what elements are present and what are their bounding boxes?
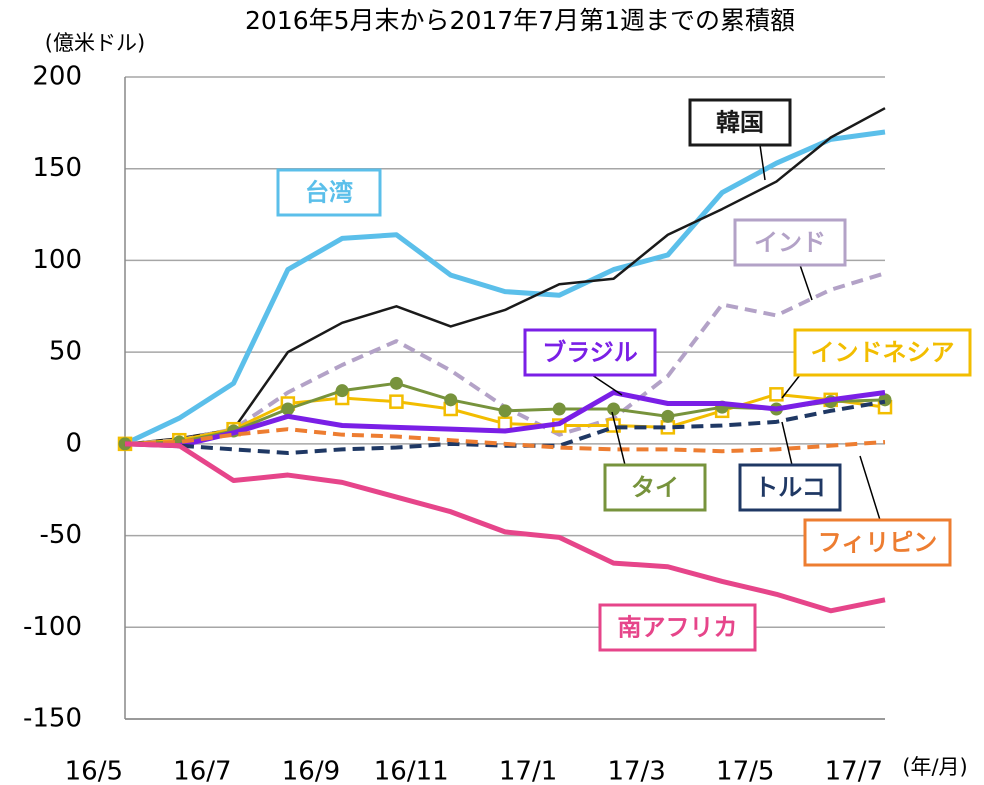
x-tick-label: 17/1 bbox=[499, 757, 557, 785]
chart-title: 2016年5月末から2017年7月第1週までの累積額 bbox=[245, 6, 795, 35]
series-line bbox=[124, 107, 886, 446]
y-tick-label: -100 bbox=[23, 612, 82, 642]
point-marker bbox=[497, 416, 513, 431]
x-axis-label: (年/月) bbox=[902, 755, 967, 779]
y-tick-label: 150 bbox=[32, 153, 82, 183]
legend-box bbox=[688, 98, 792, 147]
legend-box bbox=[603, 463, 707, 512]
point-marker bbox=[552, 402, 566, 416]
point-marker bbox=[444, 393, 458, 407]
legend-label: 韓国 bbox=[716, 109, 764, 137]
point-marker bbox=[335, 384, 349, 398]
x-tick-label: 16/5 bbox=[65, 757, 123, 785]
x-tick-label: 17/3 bbox=[607, 757, 665, 785]
leader-line bbox=[611, 411, 626, 466]
legend-label: 台湾 bbox=[305, 179, 353, 207]
legend-label: インド bbox=[754, 229, 826, 257]
legend-box bbox=[276, 168, 382, 217]
y-tick-label: 50 bbox=[49, 337, 82, 367]
series-line bbox=[124, 427, 886, 454]
leader-line bbox=[799, 264, 813, 301]
leader-line bbox=[781, 421, 793, 466]
leader-line bbox=[781, 374, 801, 399]
x-tick-label: 17/7 bbox=[825, 757, 883, 785]
y-tick-label: 100 bbox=[32, 245, 82, 275]
y-axis-label: (億米ドル) bbox=[45, 31, 145, 55]
point-marker bbox=[661, 409, 675, 423]
y-tick-label: -50 bbox=[40, 520, 82, 550]
legend-label: フィリピン bbox=[818, 529, 938, 557]
point-marker bbox=[389, 394, 404, 409]
legend-box bbox=[803, 518, 952, 567]
point-marker bbox=[769, 387, 784, 402]
legend-label: ブラジル bbox=[542, 339, 638, 367]
y-tick-label: -150 bbox=[23, 704, 82, 734]
series-line bbox=[123, 129, 886, 447]
legend-box bbox=[523, 328, 657, 377]
legend-box bbox=[733, 218, 847, 267]
leader-line bbox=[591, 374, 623, 396]
leader-line bbox=[759, 144, 766, 181]
point-marker bbox=[389, 376, 403, 390]
legend-box bbox=[738, 463, 842, 512]
y-tick-label: 200 bbox=[32, 62, 82, 92]
legend-label: 南アフリカ bbox=[618, 614, 738, 642]
x-tick-label: 16/9 bbox=[282, 757, 340, 785]
point-marker bbox=[281, 402, 295, 416]
leader-line bbox=[859, 455, 881, 521]
legend-box bbox=[598, 603, 757, 652]
series-line bbox=[124, 441, 886, 614]
series-line bbox=[124, 389, 886, 449]
legend-box bbox=[793, 328, 972, 377]
point-marker bbox=[498, 404, 512, 418]
x-tick-label: 16/7 bbox=[173, 757, 231, 785]
point-marker bbox=[607, 402, 621, 416]
y-tick-label: 0 bbox=[65, 428, 82, 458]
legend-label: タイ bbox=[631, 474, 679, 502]
x-tick-label: 17/5 bbox=[716, 757, 774, 785]
legend-label: インドネシア bbox=[811, 339, 955, 367]
legend-label: トルコ bbox=[754, 474, 826, 502]
x-tick-label: 16/11 bbox=[374, 757, 449, 785]
